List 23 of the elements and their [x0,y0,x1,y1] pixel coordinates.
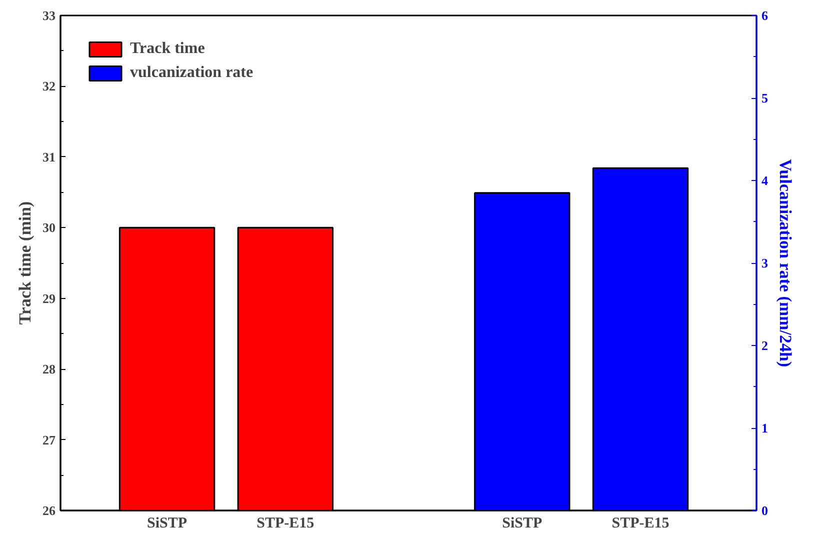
x-tick-label: STP-E15 [612,516,670,532]
x-tick-label: SiSTP [502,516,542,532]
legend-label: Track time [130,40,205,58]
y-tick-label: 28 [42,362,56,377]
y-axis-title: Track time (min) [16,201,34,325]
y-tick-label: 30 [42,220,56,236]
y-tick-label: 33 [42,8,56,23]
x-tick-label: STP-E15 [256,516,314,532]
y2-tick-label: 1 [762,420,768,436]
y2-tick-label: 2 [762,338,768,353]
y-tick-label: 27 [42,432,56,448]
y2-axis-title: Vulcanization rate (mm/24h) [776,158,795,368]
x-tick-label: SiSTP [147,516,188,532]
y-tick-label: 29 [42,290,56,306]
y2-tick-label: 6 [762,8,768,23]
y2-tick-label: 3 [762,256,768,270]
y2-tick-label: 5 [762,90,768,106]
y-tick-label: 26 [42,503,56,518]
y2-tick-label: 0 [762,503,768,518]
y-tick-label: 31 [42,149,56,164]
y-tick-label: 32 [42,78,56,94]
y2-tick-label: 4 [762,173,768,188]
legend-label: vulcanization rate [130,64,254,82]
